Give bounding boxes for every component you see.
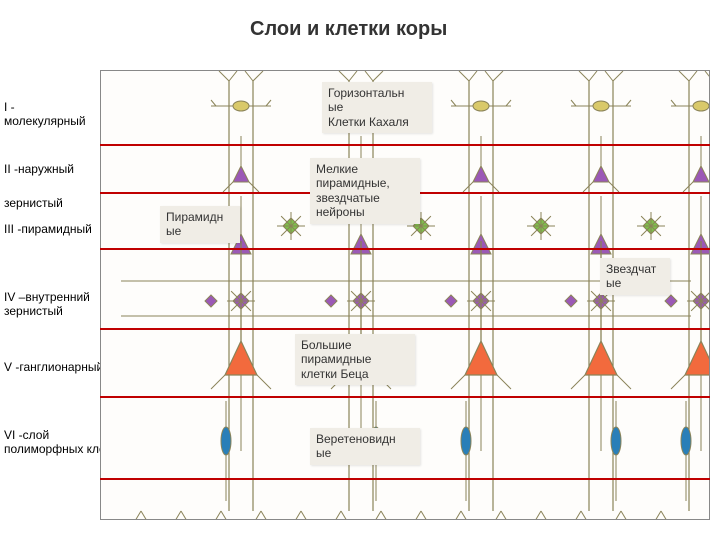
layer-divider [100,248,710,250]
layer-divider [100,396,710,398]
layer-label: зернистый [4,196,63,210]
page-title: Слои и клетки коры [250,18,447,41]
cell-type-tag: Веретеновидные [310,428,420,465]
layer-label: I -молекулярный [4,100,86,129]
cell-type-tag: Звездчатые [600,258,670,295]
layer-divider [100,328,710,330]
layer-label: V -ганглионарный [4,360,103,374]
layer-label: II -наружный [4,162,74,176]
layer-label: III -пирамидный [4,222,92,236]
cell-type-tag: ГоризонтальныеКлетки Кахаля [322,82,432,133]
cell-type-tag: Мелкиепирамидные,звездчатыенейроны [310,158,420,224]
layer-divider [100,478,710,480]
cell-type-tag: Большиепирамидныеклетки Беца [295,334,415,385]
cell-type-tag: Пирамидные [160,206,240,243]
layer-label: IV –внутренний зернистый [4,290,90,319]
layer-divider [100,144,710,146]
